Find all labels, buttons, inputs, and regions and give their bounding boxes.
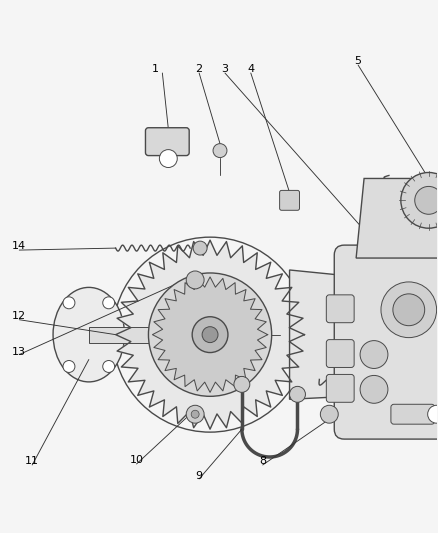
- Text: 7: 7: [419, 290, 426, 300]
- Text: 9: 9: [195, 471, 203, 481]
- Text: 14: 14: [12, 241, 26, 251]
- Text: 13: 13: [12, 346, 26, 357]
- Circle shape: [159, 150, 177, 167]
- Circle shape: [415, 187, 438, 214]
- Circle shape: [192, 317, 228, 352]
- Circle shape: [191, 410, 199, 418]
- Circle shape: [103, 360, 115, 373]
- FancyBboxPatch shape: [89, 327, 192, 343]
- Polygon shape: [152, 277, 268, 392]
- Text: 2: 2: [195, 64, 203, 74]
- Circle shape: [148, 273, 272, 397]
- Text: 4: 4: [247, 64, 254, 74]
- Polygon shape: [356, 179, 438, 258]
- Circle shape: [186, 405, 204, 423]
- FancyBboxPatch shape: [326, 295, 354, 322]
- FancyBboxPatch shape: [145, 128, 189, 156]
- Circle shape: [193, 241, 207, 255]
- FancyBboxPatch shape: [279, 190, 300, 211]
- FancyBboxPatch shape: [334, 245, 438, 439]
- Circle shape: [320, 405, 338, 423]
- Circle shape: [290, 386, 305, 402]
- Text: 6: 6: [419, 235, 426, 245]
- Circle shape: [360, 375, 388, 403]
- Circle shape: [63, 297, 75, 309]
- Circle shape: [427, 405, 438, 423]
- Text: 1: 1: [152, 64, 159, 74]
- Text: 5: 5: [355, 56, 362, 66]
- Circle shape: [381, 282, 437, 337]
- FancyBboxPatch shape: [326, 375, 354, 402]
- Circle shape: [186, 271, 204, 289]
- Text: 8: 8: [259, 456, 266, 466]
- Circle shape: [360, 341, 388, 368]
- Text: 3: 3: [222, 64, 229, 74]
- FancyBboxPatch shape: [326, 340, 354, 367]
- Circle shape: [213, 144, 227, 158]
- Polygon shape: [116, 240, 304, 429]
- Text: 12: 12: [12, 311, 26, 321]
- FancyBboxPatch shape: [391, 404, 434, 424]
- Ellipse shape: [53, 287, 124, 382]
- Circle shape: [103, 297, 115, 309]
- Circle shape: [63, 360, 75, 373]
- Polygon shape: [290, 270, 389, 399]
- Text: 10: 10: [130, 455, 144, 465]
- Circle shape: [393, 294, 425, 326]
- Text: 11: 11: [25, 456, 39, 466]
- Circle shape: [401, 173, 438, 228]
- Circle shape: [202, 327, 218, 343]
- Circle shape: [234, 376, 250, 392]
